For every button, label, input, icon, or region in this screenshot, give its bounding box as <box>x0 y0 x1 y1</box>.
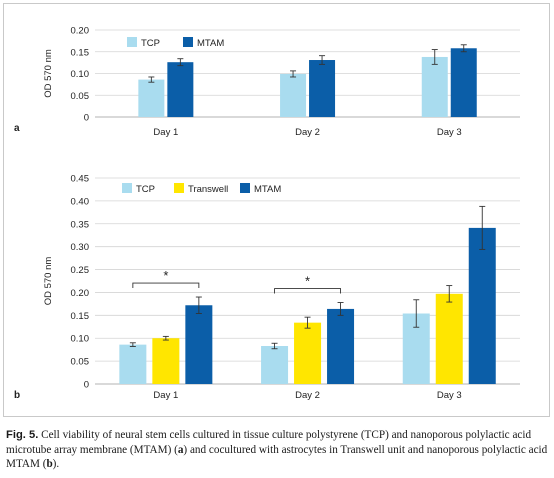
legend-swatch <box>122 183 132 193</box>
y-tick-label: 0.05 <box>71 357 90 368</box>
legend-label: TCP <box>136 184 155 195</box>
significance-bracket <box>132 282 200 289</box>
y-tick-label: 0.30 <box>71 242 90 253</box>
caption-part: b <box>46 458 53 470</box>
bar <box>167 62 194 117</box>
x-tick-label: Day 2 <box>295 390 320 401</box>
y-tick-label: 0.15 <box>71 311 90 322</box>
bar <box>468 227 496 384</box>
bar <box>309 60 336 117</box>
legend-label: MTAM <box>197 38 224 49</box>
legend-swatch <box>183 37 193 47</box>
panel-label: b <box>14 390 20 401</box>
bar <box>119 344 147 384</box>
legend-label: MTAM <box>254 184 281 195</box>
caption-part: ) and cocultured with astrocytes in Tran… <box>6 443 548 471</box>
bar <box>327 308 355 384</box>
y-tick-label: 0 <box>84 113 89 124</box>
bar <box>450 48 477 117</box>
y-tick-label: 0.10 <box>71 69 90 80</box>
y-tick-label: 0.35 <box>71 219 90 230</box>
bar <box>185 305 213 384</box>
caption-text: Cell viability of neural stem cells cult… <box>6 429 547 470</box>
figure-charts: 0 0.05 0.10 0.15 0.20 OD 570 nm a Day 1 Day 2 Day… <box>14 26 520 401</box>
caption-part: a <box>177 443 184 456</box>
x-tick-label: Day 3 <box>437 127 462 138</box>
y-tick-label: 0.40 <box>71 196 90 207</box>
bar <box>152 338 180 384</box>
significance-marker: * <box>305 274 310 289</box>
x-tick-label: Day 1 <box>153 390 178 401</box>
y-tick-label: 0.45 <box>71 174 90 185</box>
legend-swatch <box>127 37 137 47</box>
caption-label: Fig. 5. <box>6 429 39 441</box>
bar <box>261 346 289 384</box>
legend-swatch <box>240 183 250 193</box>
x-tick-label: Day 2 <box>295 127 320 138</box>
bar <box>294 322 322 384</box>
x-tick-label: Day 3 <box>437 390 462 401</box>
panel-label: a <box>14 123 20 134</box>
caption-part: Cell viability of neural stem cells cult… <box>6 429 532 456</box>
bar <box>280 73 307 117</box>
y-tick-label: 0 <box>84 380 89 391</box>
y-tick-label: 0.20 <box>71 26 90 37</box>
figure-caption: Fig. 5. Cell viability of neural stem ce… <box>6 428 548 472</box>
bar <box>421 56 448 117</box>
y-tick-label: 0.05 <box>71 91 90 102</box>
y-tick-label: 0.10 <box>71 334 90 345</box>
bar <box>435 293 463 384</box>
bar <box>138 79 165 117</box>
y-tick-label: 0.20 <box>71 288 90 299</box>
caption-part: ). <box>52 458 60 470</box>
significance-bracket <box>274 288 341 294</box>
legend-label: Transwell <box>188 184 228 195</box>
significance-marker: * <box>163 268 168 283</box>
x-tick-label: Day 1 <box>153 127 178 138</box>
y-axis-label: OD 570 nm <box>43 257 54 306</box>
legend-swatch <box>174 183 184 193</box>
y-tick-label: 0.25 <box>71 265 90 276</box>
legend-label: TCP <box>141 38 160 49</box>
y-tick-label: 0.15 <box>71 47 90 58</box>
y-axis-label: OD 570 nm <box>43 49 54 98</box>
